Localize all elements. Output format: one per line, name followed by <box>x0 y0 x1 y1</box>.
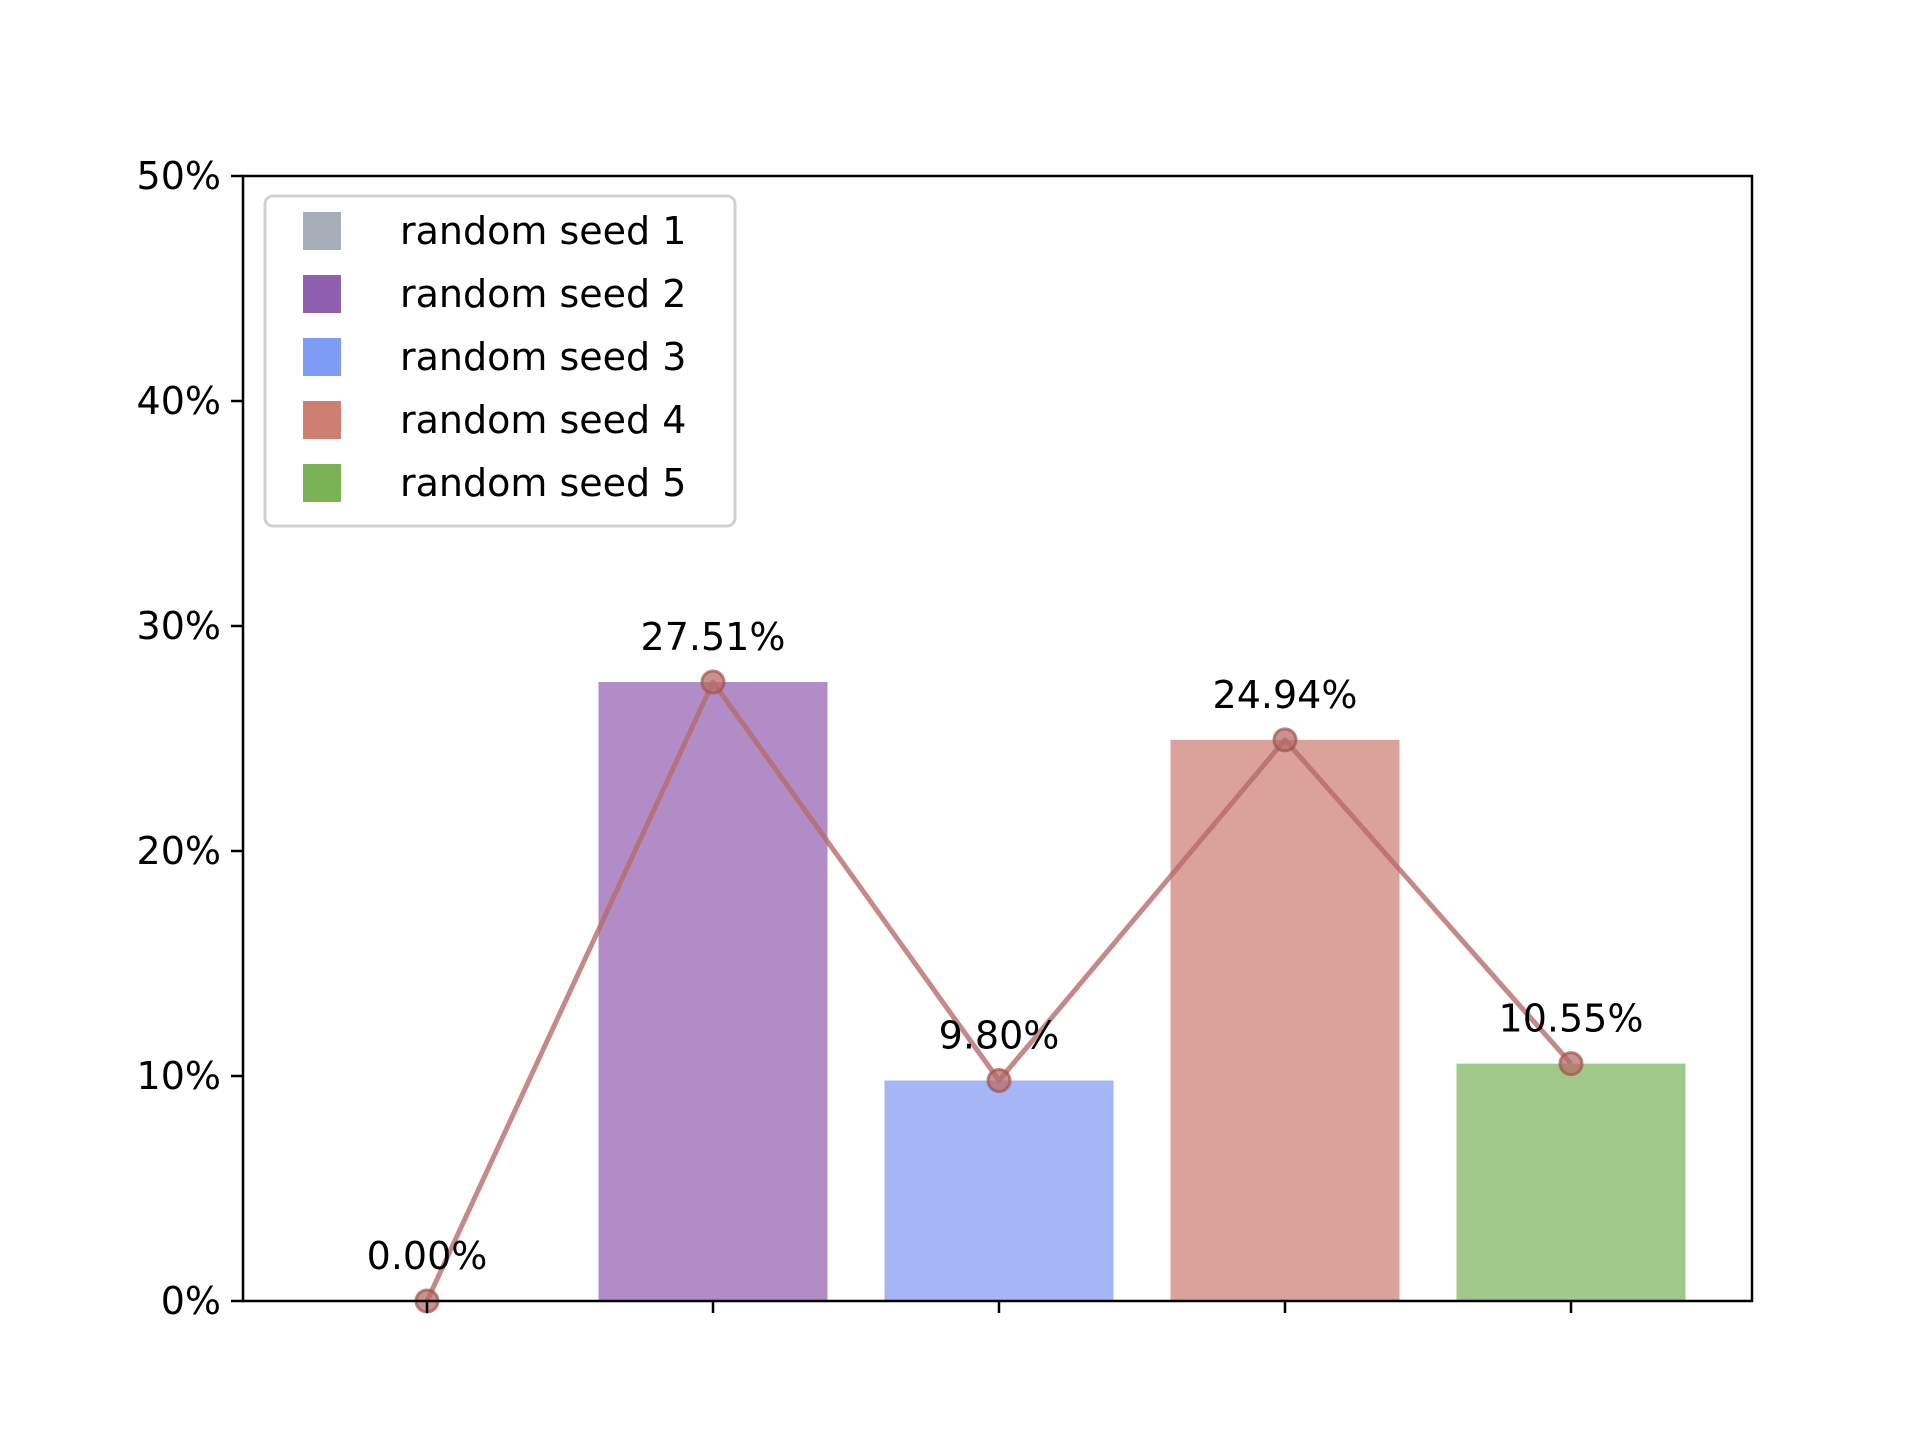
legend-swatch-1 <box>303 212 341 250</box>
line-marker-5 <box>1558 1051 1584 1077</box>
line-marker-4 <box>1272 727 1298 753</box>
y-tick-label-1: 10% <box>137 1054 221 1098</box>
value-label-4: 24.94% <box>1213 673 1358 717</box>
legend-label-5: random seed 5 <box>400 461 686 505</box>
value-label-5: 10.55% <box>1499 997 1644 1041</box>
legend-label-2: random seed 2 <box>400 272 686 316</box>
plot-frame <box>241 174 1754 1303</box>
legend-swatch-5 <box>303 464 341 502</box>
bar-5 <box>1456 1063 1686 1301</box>
legend-label-1: random seed 1 <box>400 209 686 253</box>
bar-4 <box>1170 739 1400 1301</box>
legend-swatch-2 <box>303 275 341 313</box>
legend-label-4: random seed 4 <box>400 398 686 442</box>
y-tick-label-2: 20% <box>137 829 221 873</box>
value-label-1: 0.00% <box>367 1234 488 1278</box>
value-label-3: 9.80% <box>939 1014 1060 1058</box>
value-label-2: 27.51% <box>641 615 786 659</box>
legend-swatch-4 <box>303 401 341 439</box>
bar-3 <box>884 1080 1114 1301</box>
line-overlay <box>414 669 1584 1314</box>
bar-2 <box>598 682 828 1301</box>
legend-box <box>263 194 737 528</box>
legend: random seed 1 random seed 2 random seed 3 r… <box>263 194 737 528</box>
y-tick-label-3: 30% <box>137 604 221 648</box>
line-marker-3 <box>986 1068 1012 1093</box>
legend-label-3: random seed 3 <box>400 335 686 379</box>
axes: 0% 10% 20% 30% 40% 50% <box>137 154 1754 1323</box>
y-tick-label-0: 0% <box>161 1279 221 1323</box>
value-labels: 0.00% 27.51% 9.80% 24.94% 10.55% <box>367 615 1644 1278</box>
line-marker-2 <box>700 669 726 695</box>
y-tick-label-5: 50% <box>137 154 221 198</box>
y-tick-label-4: 40% <box>137 379 221 423</box>
legend-swatch-3 <box>303 338 341 376</box>
